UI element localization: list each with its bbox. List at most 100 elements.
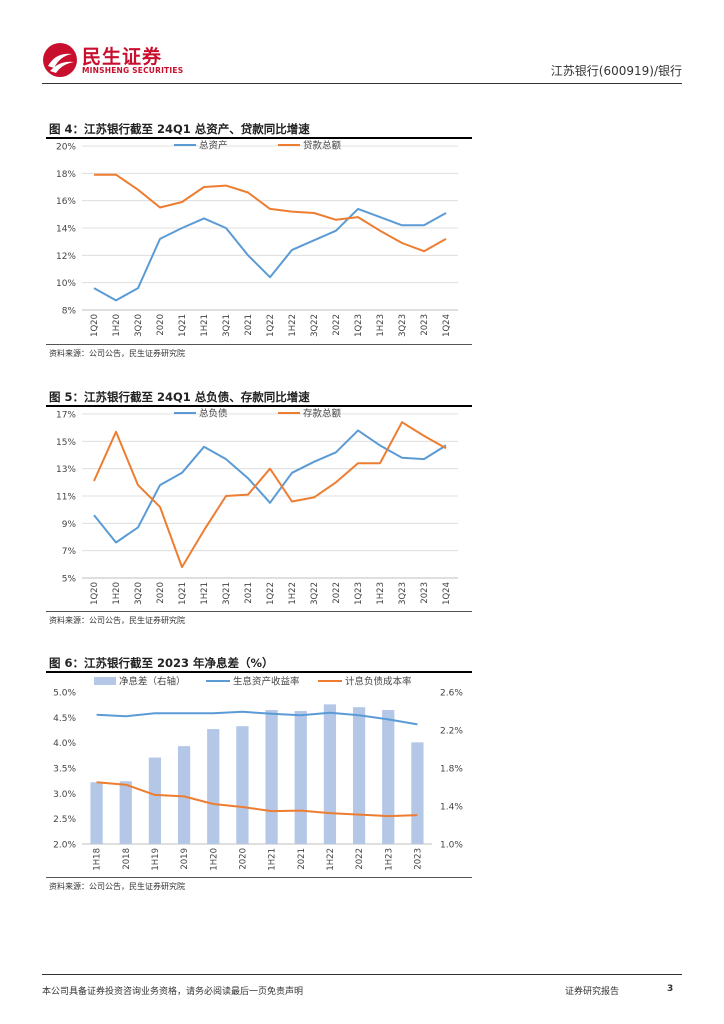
y-tick-label-left: 5.0% <box>53 689 76 699</box>
x-tick-label: 1Q21 <box>178 582 188 605</box>
figure-4-bottom-rule <box>46 344 472 345</box>
bar <box>177 746 191 844</box>
y-tick-label-right: 2.2% <box>440 727 463 737</box>
figure-4-top-rule <box>46 137 472 139</box>
series-line-1 <box>93 207 447 302</box>
series-line-1 <box>96 710 418 726</box>
x-tick-label: 1H22 <box>288 582 298 605</box>
x-tick-label: 1H21 <box>268 848 278 871</box>
x-tick-label: 1H22 <box>326 848 336 871</box>
figure-5-chart: 5% 7% 9% 11% 13% 15% 17% 1Q20 1H20 3Q20 2020 1Q21 1H… <box>56 408 458 605</box>
x-tick-label: 1H22 <box>288 314 298 337</box>
y-tick-label-right: 1.0% <box>440 841 463 851</box>
x-tick-label: 2023 <box>420 314 430 336</box>
footer-divider <box>42 974 682 975</box>
footer-report-type: 证券研究报告 <box>565 987 620 997</box>
figure-6-bottom-rule <box>46 877 472 878</box>
x-tick-label: 2021 <box>297 848 307 870</box>
y-tick-label: 16% <box>56 197 76 207</box>
y-tick-label: 11% <box>56 493 76 503</box>
minsheng-logo-icon <box>43 43 77 77</box>
x-tick-label: 1Q24 <box>442 582 452 605</box>
x-tick-label: 3Q22 <box>310 314 320 337</box>
x-tick-label: 1H23 <box>376 314 386 337</box>
x-tick-label: 2022 <box>355 848 365 870</box>
legend-label: 总资产 <box>199 140 228 152</box>
x-tick-label: 1Q20 <box>90 314 100 337</box>
x-tick-label: 2022 <box>332 582 342 604</box>
legend-label: 净息差（右轴） <box>119 676 186 688</box>
brand-name-cn: 民生证券 <box>82 46 163 68</box>
series-line-1 <box>93 429 447 544</box>
header-divider <box>42 83 682 84</box>
bar <box>90 782 103 844</box>
y-tick-label: 13% <box>56 465 76 475</box>
x-tick-label: 2022 <box>332 314 342 336</box>
x-tick-label: 1H23 <box>376 582 386 605</box>
x-tick-label: 3Q21 <box>222 314 232 337</box>
bar <box>411 742 424 844</box>
legend-label: 贷款总额 <box>303 140 342 152</box>
figure-5-source: 资料来源：公司公告，民生证券研究院 <box>49 616 185 625</box>
bar <box>294 711 307 844</box>
y-tick-label: 5% <box>62 575 77 585</box>
x-tick-label: 1Q23 <box>354 582 364 605</box>
y-tick-label: 17% <box>56 411 76 421</box>
figure-5-top-rule <box>46 405 472 407</box>
bar <box>207 729 220 844</box>
bar <box>323 704 337 844</box>
y-tick-label-right: 1.4% <box>440 803 463 813</box>
y-tick-label: 7% <box>62 547 77 557</box>
x-tick-label: 1H21 <box>200 582 210 605</box>
series-line-2 <box>94 173 447 253</box>
x-tick-label: 1H20 <box>209 848 219 871</box>
page-number: 3 <box>667 984 674 994</box>
x-tick-label: 2018 <box>122 848 132 870</box>
x-tick-label: 2020 <box>156 582 166 604</box>
bar <box>119 781 132 844</box>
legend-label: 计息负债成本率 <box>345 676 412 688</box>
x-tick-label: 1Q20 <box>90 582 100 605</box>
figure-4-chart: 8% 10% 12% 14% 16% 18% 20% 1Q20 1H20 3Q20 2020 1Q21… <box>56 140 458 337</box>
x-tick-label: 1Q22 <box>266 582 276 605</box>
brand-name-en: MINSHENG SECURITIES <box>82 66 184 75</box>
x-tick-label: 2019 <box>180 848 190 870</box>
bar <box>382 710 395 844</box>
figure-4-source: 资料来源：公司公告，民生证券研究院 <box>49 349 185 358</box>
legend-swatch <box>94 677 116 685</box>
x-tick-label: 2021 <box>244 582 254 604</box>
bar <box>352 707 366 844</box>
x-tick-label: 3Q23 <box>398 314 408 337</box>
x-tick-label: 1H20 <box>112 582 122 605</box>
x-tick-label: 3Q21 <box>222 582 232 605</box>
y-tick-label: 10% <box>56 279 76 289</box>
report-subject: 江苏银行(600919)/银行 <box>550 64 682 78</box>
x-tick-label: 2020 <box>156 314 166 336</box>
y-tick-label-left: 3.0% <box>53 790 76 800</box>
x-tick-label: 1H21 <box>200 314 210 337</box>
footer-disclaimer: 本公司具备证券投资咨询业务资格，请务必阅读最后一页免责声明 <box>42 987 304 997</box>
y-tick-label: 15% <box>56 438 76 448</box>
y-tick-label-right: 1.8% <box>440 765 463 775</box>
x-tick-label: 3Q20 <box>134 582 144 605</box>
legend-label: 存款总额 <box>303 408 342 420</box>
x-tick-label: 1H19 <box>151 848 161 871</box>
figure-6-chart: 2.0% 2.5% 3.0% 3.5% 4.0% 4.5% 5.0% 1.0% 1.4% 1.8%… <box>53 676 463 871</box>
legend-label: 总负债 <box>199 408 228 420</box>
legend-label: 生息资产收益率 <box>233 676 300 688</box>
x-tick-label: 1Q24 <box>442 314 452 337</box>
x-tick-label: 2020 <box>238 848 248 870</box>
figure-6-source: 资料来源：公司公告，民生证券研究院 <box>49 882 185 891</box>
series-line-2 <box>96 781 418 818</box>
page-header: 民生证券 MINSHENG SECURITIES 江苏银行(600919)/银行 <box>42 38 682 84</box>
y-tick-label-left: 2.5% <box>53 815 76 825</box>
series-line-2 <box>93 421 447 569</box>
y-tick-label: 9% <box>62 520 77 530</box>
x-tick-label: 3Q23 <box>398 582 408 605</box>
x-tick-label: 3Q20 <box>134 314 144 337</box>
y-tick-label: 12% <box>56 252 76 262</box>
bar <box>265 710 278 844</box>
x-tick-label: 1H23 <box>384 848 394 871</box>
x-tick-label: 2023 <box>420 582 430 604</box>
figure-6-title: 图 6：江苏银行截至 2023 年净息差（%） <box>49 656 274 670</box>
